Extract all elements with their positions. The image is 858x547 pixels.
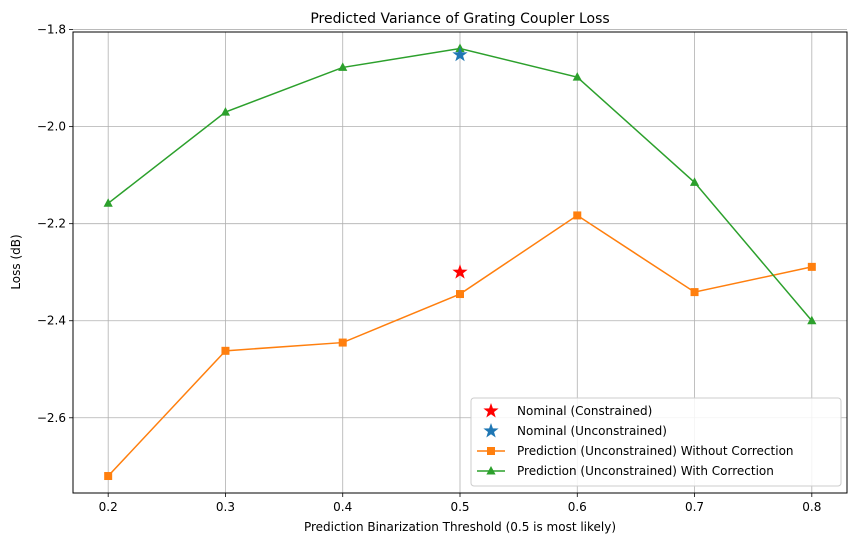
legend-marker [487, 447, 495, 455]
chart-title: Predicted Variance of Grating Coupler Lo… [310, 11, 609, 27]
data-point [807, 315, 817, 325]
series-3 [104, 211, 816, 481]
legend-marker [483, 403, 499, 418]
data-point [452, 46, 468, 62]
data-point [103, 198, 113, 207]
data-point [807, 262, 816, 271]
y-tick-label: −2.6 [37, 411, 66, 425]
y-tick-label: −2.2 [37, 217, 66, 231]
x-tick-label: 0.7 [685, 500, 704, 514]
legend-entry: Prediction (Unconstrained) With Correcti… [477, 464, 774, 478]
data-point [573, 211, 582, 220]
data-point [456, 290, 464, 299]
x-axis-label: Prediction Binarization Threshold (0.5 i… [304, 520, 616, 534]
y-tick-label: −2.4 [37, 314, 66, 328]
y-axis-label: Loss (dB) [9, 234, 23, 289]
legend-label: Prediction (Unconstrained) With Correcti… [517, 464, 774, 478]
data-point [452, 264, 468, 279]
data-point [338, 62, 348, 71]
data-point [338, 338, 347, 347]
data-point [221, 346, 230, 355]
legend-entry: Nominal (Constrained) [483, 403, 652, 418]
legend-label: Prediction (Unconstrained) Without Corre… [517, 444, 794, 458]
ticks: 0.2 0.3 0.4 0.5 0.6 0.7 0.8 −2.6 −2.4 −2.2 −2.0 −1.… [37, 23, 822, 514]
x-tick-label: 0.3 [216, 500, 235, 514]
legend-entry: Nominal (Unconstrained) [483, 423, 667, 438]
data-point [572, 72, 582, 81]
legend-marker [483, 423, 499, 438]
y-tick-label: −1.8 [37, 23, 66, 37]
data-point [690, 288, 699, 297]
series-layer [103, 43, 817, 481]
legend-entry: Prediction (Unconstrained) Without Corre… [477, 444, 794, 458]
y-tick-label: −2.0 [37, 120, 66, 134]
legend-label: Nominal (Constrained) [517, 404, 652, 418]
x-tick-label: 0.8 [802, 500, 821, 514]
x-tick-label: 0.6 [568, 500, 587, 514]
series-1 [452, 264, 468, 279]
legend-marker [486, 466, 496, 475]
series-2 [452, 46, 468, 62]
legend-box [470, 397, 842, 487]
legend: Nominal (Constrained) Nominal (Unconstrai… [470, 397, 842, 487]
legend-label: Nominal (Unconstrained) [517, 424, 667, 438]
x-tick-label: 0.5 [450, 500, 469, 514]
x-tick-label: 0.4 [333, 500, 352, 514]
data-point [689, 177, 700, 186]
grid [73, 29, 847, 493]
data-point [220, 107, 231, 116]
data-point [104, 472, 113, 481]
x-tick-label: 0.2 [99, 500, 118, 514]
